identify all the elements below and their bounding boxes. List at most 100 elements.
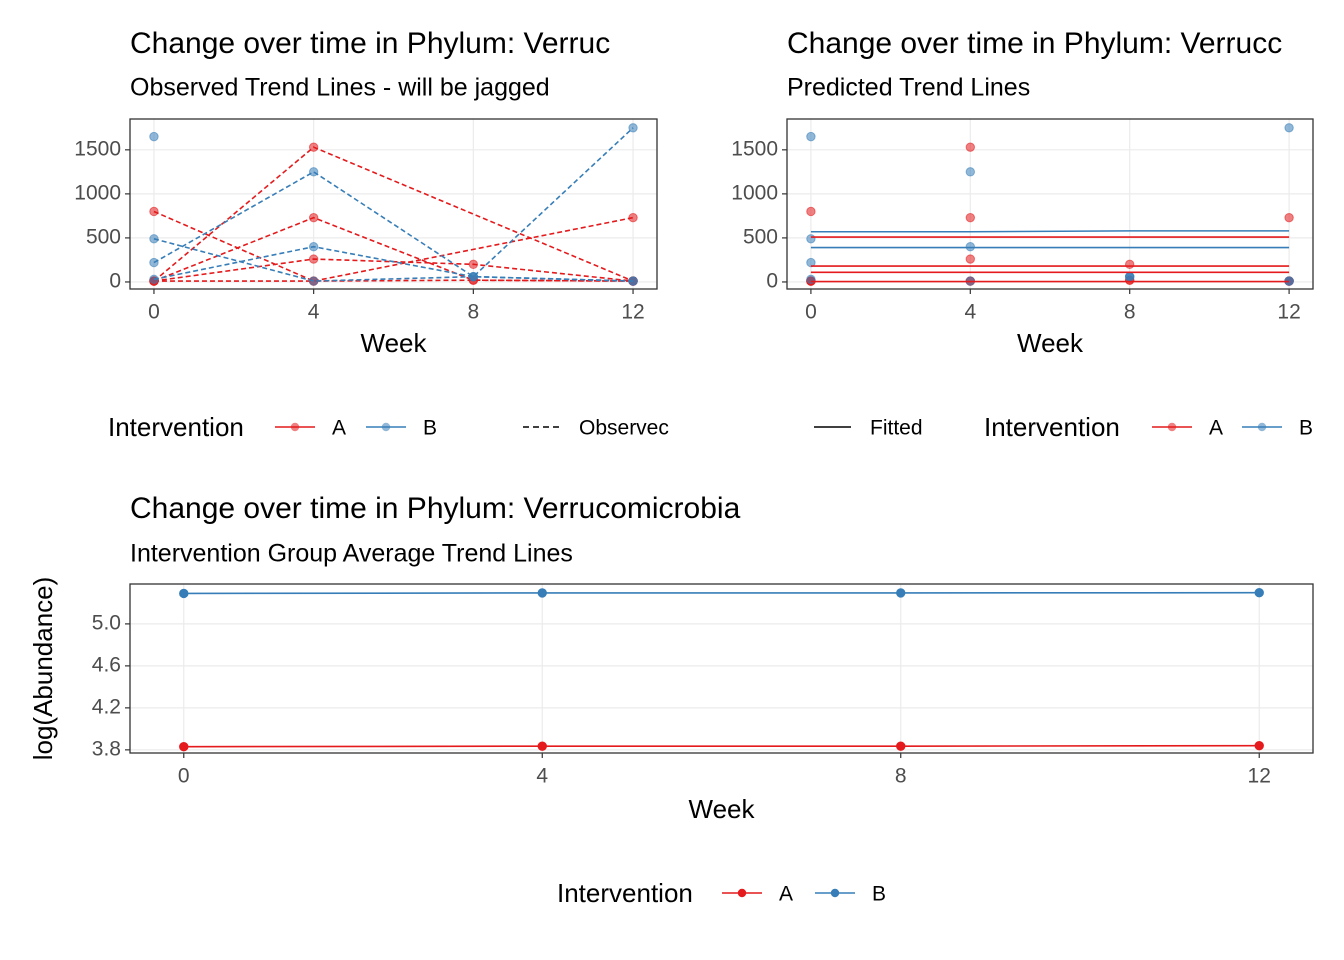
y-tick-label: 1500 [74,137,121,160]
x-axis-title: Week [1017,328,1084,358]
x-tick-label: 4 [964,301,976,324]
point [806,206,816,217]
series-line [183,744,1260,748]
legend-title: Intervention [984,412,1120,442]
x-tick-label: 0 [148,301,160,324]
legend-label: A [1209,417,1223,440]
legend-label: A [332,417,346,440]
point [965,142,976,152]
legend-key-point [1257,422,1267,432]
point [1254,588,1264,598]
point [179,588,189,599]
y-tick-label: 1000 [731,181,778,204]
y-tick-label: 4.2 [92,695,121,718]
chart-subtitle: Intervention Group Average Trend Lines [130,540,573,568]
legend-key-point [1167,422,1177,432]
y-tick-label: 5.0 [92,611,121,634]
plot-background [130,584,1313,753]
point [149,234,159,244]
point [628,212,638,223]
legend-label: A [779,883,793,906]
point [179,742,189,752]
point [149,131,159,142]
legend-key-point [381,422,391,432]
x-tick-label: 12 [1248,765,1271,788]
legend-label: B [423,417,437,440]
series-line [183,591,1260,595]
x-tick-label: 0 [805,301,817,324]
point [896,741,906,751]
series-line [153,127,634,278]
legend-key-point [830,888,840,898]
series-line [153,216,634,282]
legend-title: Intervention [108,412,244,442]
chart-subtitle: Predicted Trend Lines [787,74,1030,102]
x-axis-title: Week [361,328,428,358]
x-tick-label: 8 [468,301,480,324]
y-tick-label: 0 [109,270,121,293]
legend-title: Intervention [557,878,693,908]
point [965,212,976,223]
x-tick-label: 8 [1124,301,1136,324]
chart-title: Change over time in Phylum: Verrucc [787,27,1282,60]
point [628,276,638,286]
chart-title: Change over time in Phylum: Verrucomicro… [130,492,741,525]
chart-subtitle: Observed Trend Lines - will be jagged [130,74,550,102]
series-line [153,238,634,282]
legend-label: B [1299,417,1313,440]
point [628,123,638,133]
point [965,254,976,264]
point [308,142,319,152]
point [806,234,816,244]
y-tick-label: 500 [743,225,778,248]
point [806,131,816,142]
legend-label: Observec [579,417,669,440]
point [965,242,976,252]
point [149,274,159,285]
point [468,259,479,270]
series-line [153,216,634,282]
point [965,167,976,177]
point [308,242,319,252]
legend-label: B [872,883,886,906]
chart-title: Change over time in Phylum: Verruc [130,27,610,60]
plot-border [129,118,658,290]
point [149,257,159,268]
point [468,271,479,282]
plot-border [129,583,1314,754]
plot-background [787,119,1313,289]
x-tick-label: 8 [895,765,907,788]
y-tick-label: 1500 [731,137,778,160]
point [1124,259,1135,270]
point [537,741,547,751]
point [149,206,159,217]
point [308,212,319,223]
point [896,588,906,598]
point [1284,123,1294,133]
x-tick-label: 12 [1277,301,1300,324]
legend-key-point [290,422,300,432]
y-tick-label: 4.6 [92,653,121,676]
x-axis-title: Week [689,794,756,824]
y-tick-label: 1000 [74,181,121,204]
plot-border [786,118,1314,290]
series-line [153,245,634,282]
x-tick-label: 12 [621,301,644,324]
point [308,254,319,264]
point [308,167,319,177]
point [1124,271,1135,282]
point [1254,740,1264,751]
x-tick-label: 4 [308,301,320,324]
y-tick-label: 3.8 [92,737,121,760]
point [1284,212,1294,223]
legend-key-point [737,888,747,898]
x-tick-label: 0 [178,765,190,788]
x-tick-label: 4 [536,765,548,788]
y-tick-label: 500 [86,225,121,248]
y-axis-title: log(Abundance) [28,577,58,761]
series-line [810,230,1290,233]
y-tick-label: 0 [766,270,778,293]
point [308,276,319,286]
plot-background [130,119,657,289]
